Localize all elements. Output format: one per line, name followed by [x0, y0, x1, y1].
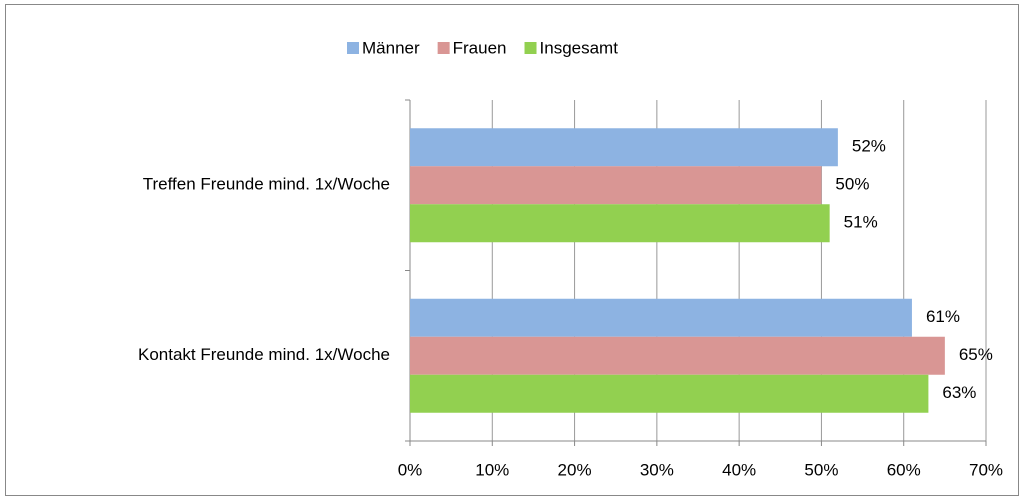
data-label: 51%: [844, 213, 878, 232]
data-label: 52%: [852, 137, 886, 156]
bar: [410, 374, 929, 413]
legend-label: Insgesamt: [540, 38, 619, 57]
bar: [410, 336, 945, 375]
x-tick-label: 30%: [640, 460, 674, 479]
x-tick-label: 70%: [969, 460, 1003, 479]
bar: [410, 298, 912, 337]
legend-swatch: [437, 42, 450, 54]
data-label: 61%: [926, 307, 960, 326]
chart-frame: [5, 4, 1019, 496]
legend-swatch: [524, 42, 537, 54]
y-tick-label: Kontakt Freunde mind. 1x/Woche: [138, 345, 390, 364]
y-tick-label: Treffen Freunde mind. 1x/Woche: [143, 175, 390, 194]
x-tick-label: 10%: [475, 460, 509, 479]
bar: [410, 166, 822, 205]
x-tick-label: 20%: [558, 460, 592, 479]
x-tick-label: 40%: [722, 460, 756, 479]
legend-label: Frauen: [453, 38, 507, 57]
legend-swatch: [347, 42, 359, 54]
bar: [410, 204, 830, 243]
x-tick-label: 50%: [804, 460, 838, 479]
data-label: 63%: [942, 383, 976, 402]
x-tick-label: 0%: [398, 460, 423, 479]
legend-label: Männer: [362, 38, 420, 57]
data-label: 65%: [959, 345, 993, 364]
bar: [410, 128, 838, 167]
x-tick-label: 60%: [887, 460, 921, 479]
data-label: 50%: [835, 175, 869, 194]
